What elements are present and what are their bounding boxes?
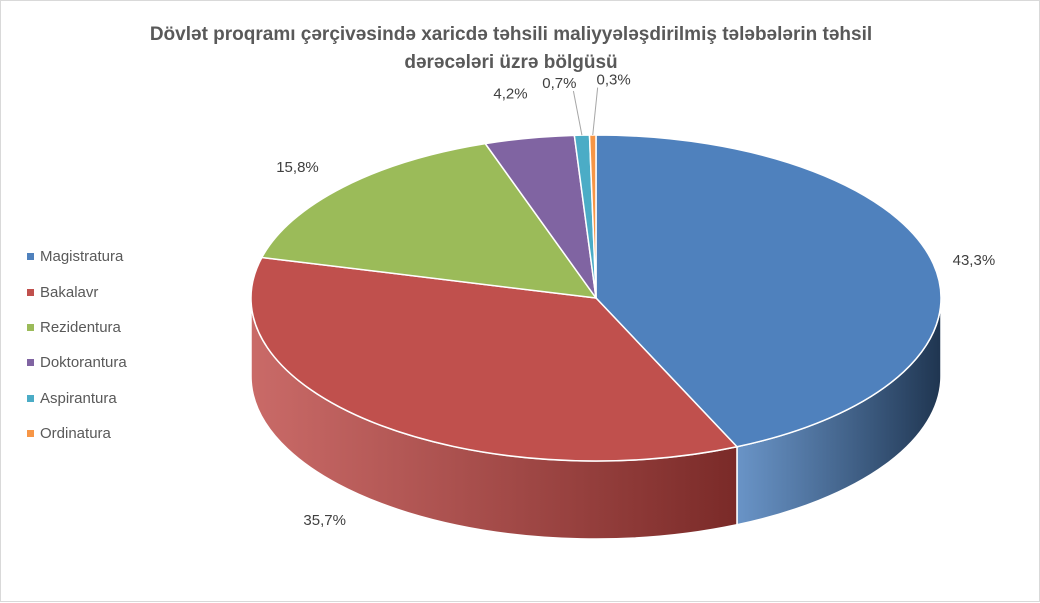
- legend-label: Rezidentura: [40, 318, 121, 336]
- leader-line: [592, 87, 599, 136]
- legend-label: Ordinatura: [40, 425, 111, 443]
- data-label-magistratura: 43,3%: [953, 252, 996, 269]
- chart-title-line-1: Dövlət proqramı çərçivəsində xaricdə təh…: [149, 24, 873, 45]
- legend-swatch: [27, 253, 34, 261]
- pie-slice-ordinatura: [588, 134, 597, 299]
- legend-swatch: [27, 430, 34, 438]
- legend-label: Magistratura: [40, 248, 124, 266]
- data-label-ordinatura: 0,3%: [596, 72, 630, 89]
- pie-slice-magistratura: [595, 134, 942, 448]
- data-label-doktorantura: 4,2%: [493, 85, 527, 102]
- data-label-aspirantura: 0,7%: [542, 75, 576, 92]
- legend-label: Bakalavr: [40, 283, 99, 301]
- legend-item-bakalavr: Bakalavr: [27, 274, 127, 309]
- legend-item-ordinatura: Ordinatura: [27, 416, 127, 451]
- legend-item-aspirantura: Aspirantura: [27, 381, 127, 416]
- legend-label: Aspirantura: [40, 389, 117, 407]
- chart-title: Dövlət proqramı çərçivəsində xaricdə təh…: [91, 21, 931, 77]
- legend-swatch: [27, 323, 34, 331]
- legend-swatch: [27, 394, 34, 402]
- legend-item-doktorantura: Doktorantura: [27, 345, 127, 380]
- legend-item-magistratura: Magistratura: [27, 239, 127, 274]
- leader-line: [572, 90, 583, 136]
- legend: Magistratura Bakalavr Rezidentura Doktor…: [27, 239, 127, 451]
- pie-slice-bakalavr: [250, 256, 739, 462]
- chart-title-line-2: dərəcələri üzrə bölgüsü: [404, 52, 618, 73]
- data-label-rezidentura: 15,8%: [276, 159, 319, 176]
- legend-label: Doktorantura: [40, 354, 127, 372]
- legend-swatch: [27, 359, 34, 367]
- legend-item-rezidentura: Rezidentura: [27, 310, 127, 345]
- legend-swatch: [27, 288, 34, 296]
- data-label-bakalavr: 35,7%: [303, 512, 346, 529]
